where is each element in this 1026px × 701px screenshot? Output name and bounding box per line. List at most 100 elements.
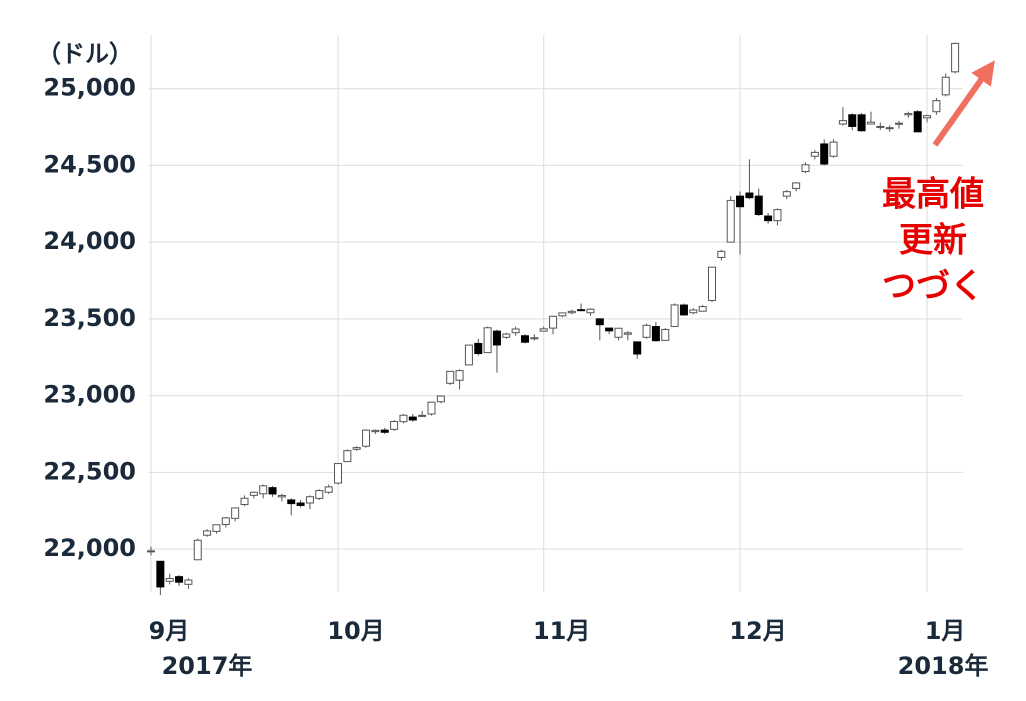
candle-body bbox=[277, 494, 286, 498]
candle-body bbox=[212, 524, 221, 532]
candle-body bbox=[904, 113, 913, 116]
annotation: 更新 bbox=[899, 221, 967, 261]
candle-body bbox=[165, 577, 174, 582]
candle-body bbox=[502, 333, 511, 338]
y-tick-label: 24,000 bbox=[43, 227, 136, 255]
x-tick-label: 1月 bbox=[925, 617, 966, 645]
candle-body bbox=[436, 395, 445, 403]
y-tick-label: 24,500 bbox=[43, 150, 136, 178]
candle-body bbox=[203, 530, 212, 536]
candle-body bbox=[446, 370, 455, 384]
candle-body bbox=[240, 497, 249, 506]
candle-body bbox=[539, 328, 548, 332]
candle-body bbox=[670, 304, 679, 328]
candle-body bbox=[455, 370, 464, 381]
candle-body bbox=[698, 306, 707, 312]
candle-body bbox=[577, 309, 586, 312]
candle-body bbox=[549, 315, 558, 329]
x-tick-label: 12月 bbox=[729, 617, 786, 645]
candle-body bbox=[754, 195, 763, 216]
candle-body bbox=[427, 401, 436, 415]
year-label: 2017年 bbox=[162, 652, 253, 680]
candle-body bbox=[586, 308, 595, 314]
candle-body bbox=[558, 312, 567, 317]
candle-body bbox=[184, 579, 193, 585]
x-tick-label: 9月 bbox=[149, 617, 190, 645]
candle-body bbox=[642, 324, 651, 338]
candle-body bbox=[932, 100, 941, 113]
trend-arrow bbox=[932, 60, 995, 147]
candle-body bbox=[792, 182, 801, 189]
candle-body bbox=[418, 414, 427, 417]
y-tick-label: 23,500 bbox=[43, 304, 136, 332]
candle-body bbox=[464, 344, 473, 366]
candle-body bbox=[492, 330, 501, 346]
candle-body bbox=[305, 496, 314, 504]
y-tick-label: 22,500 bbox=[43, 457, 136, 485]
candle-body bbox=[923, 115, 932, 119]
candle-body bbox=[380, 429, 389, 433]
candle-body bbox=[708, 266, 716, 301]
candle-body bbox=[614, 327, 623, 338]
year-label: 2018年 bbox=[898, 652, 989, 680]
candle-body bbox=[913, 111, 922, 133]
y-unit: （ドル） bbox=[37, 40, 133, 68]
candle-body bbox=[736, 195, 745, 208]
candle-body bbox=[895, 122, 903, 125]
candle-body bbox=[352, 447, 361, 450]
candle-body bbox=[876, 125, 885, 128]
annotation: 最高値 bbox=[882, 175, 984, 215]
candle-body bbox=[951, 42, 960, 73]
candle-body bbox=[521, 335, 529, 343]
candle-body bbox=[474, 342, 483, 355]
candle-body bbox=[745, 192, 754, 199]
candle-body bbox=[483, 327, 492, 354]
candle-body bbox=[838, 120, 847, 125]
candle-body bbox=[651, 326, 660, 342]
candle-body bbox=[633, 341, 642, 355]
candle-body bbox=[829, 141, 838, 157]
candle-body bbox=[679, 304, 688, 316]
candle-body bbox=[175, 576, 184, 583]
candle-body bbox=[595, 318, 604, 326]
candle-body bbox=[193, 539, 202, 561]
candle-body bbox=[296, 502, 305, 506]
candle-body bbox=[343, 450, 352, 463]
candle-body bbox=[857, 114, 866, 132]
candle-body bbox=[941, 76, 950, 96]
candle-body bbox=[408, 416, 417, 421]
y-tick-label: 23,000 bbox=[43, 381, 136, 409]
candle-body bbox=[371, 429, 380, 433]
candle-body bbox=[156, 560, 165, 588]
candle-body bbox=[764, 215, 773, 222]
candle-body bbox=[726, 199, 735, 243]
candle-body bbox=[773, 209, 782, 222]
candle-body bbox=[287, 499, 296, 505]
candle-body bbox=[231, 507, 240, 519]
candle-body bbox=[530, 337, 539, 340]
y-tick-label: 22,000 bbox=[43, 534, 136, 562]
candle-body bbox=[315, 490, 324, 499]
candle-body bbox=[390, 421, 399, 430]
candle-body bbox=[810, 151, 819, 157]
candle-body bbox=[605, 327, 614, 332]
y-tick-label: 25,000 bbox=[43, 74, 136, 102]
candle-body bbox=[689, 309, 698, 314]
candle-body bbox=[623, 332, 632, 335]
candle-body bbox=[567, 310, 576, 314]
candle-body bbox=[259, 485, 268, 495]
candle-body bbox=[801, 164, 810, 173]
candle-body bbox=[399, 414, 408, 423]
candle-body bbox=[324, 486, 333, 493]
candle-body bbox=[249, 491, 258, 496]
candle-body bbox=[885, 127, 894, 130]
candle-body bbox=[782, 191, 791, 197]
candle-body bbox=[866, 121, 875, 125]
annotation: つづく bbox=[882, 267, 984, 307]
x-tick-label: 10月 bbox=[327, 617, 384, 645]
candle-body bbox=[221, 517, 230, 525]
candle-body bbox=[334, 463, 342, 484]
candle-body bbox=[717, 250, 726, 258]
candle-body bbox=[268, 487, 277, 495]
